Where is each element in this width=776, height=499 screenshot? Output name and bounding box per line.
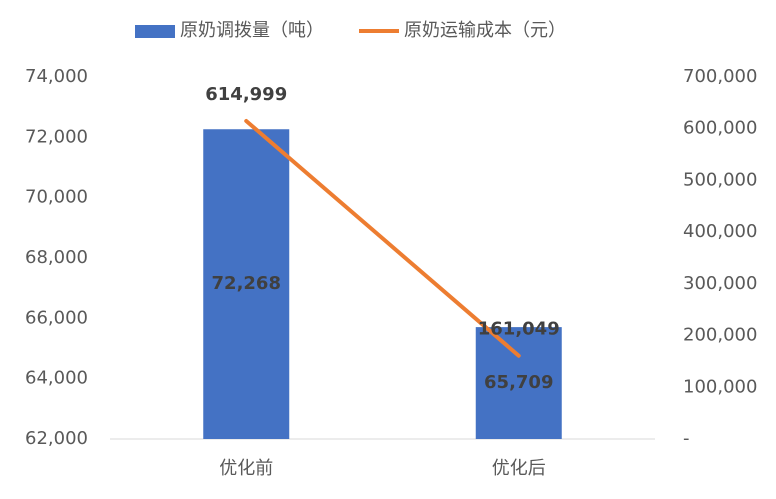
bar: [203, 129, 290, 440]
y2-tick-label: 100,000: [683, 376, 757, 397]
y2-tick-label: 300,000: [683, 273, 757, 294]
x-tick-label: 优化前: [219, 458, 273, 479]
y2-tick-label: 500,000: [683, 169, 757, 190]
y2-tick-label: 700,000: [683, 66, 757, 87]
bar: [475, 327, 562, 439]
line-value-label: 614,999: [205, 84, 287, 105]
y-tick-label: 64,000: [25, 368, 88, 389]
x-tick-label: 优化后: [492, 458, 546, 479]
legend-swatch: [135, 25, 175, 38]
y2-tick-label: 600,000: [683, 118, 757, 139]
y2-tick-label: 200,000: [683, 325, 757, 346]
y-tick-label: 74,000: [25, 66, 88, 87]
legend-label: 原奶调拨量（吨）: [180, 20, 324, 41]
line: [244, 118, 521, 358]
y2-tick-label: 400,000: [683, 221, 757, 242]
y-tick-label: 70,000: [25, 187, 88, 208]
y2-tick-label: -: [683, 428, 690, 449]
bar-value-label: 65,709: [484, 372, 553, 393]
y-tick-label: 68,000: [25, 247, 88, 268]
legend-label: 原奶运输成本（元）: [404, 20, 566, 41]
y-tick-label: 66,000: [25, 307, 88, 328]
line-value-label: 161,049: [478, 319, 560, 340]
y-tick-label: 72,000: [25, 126, 88, 147]
y-tick-label: 62,000: [25, 428, 88, 449]
bar-value-label: 72,268: [212, 273, 281, 294]
